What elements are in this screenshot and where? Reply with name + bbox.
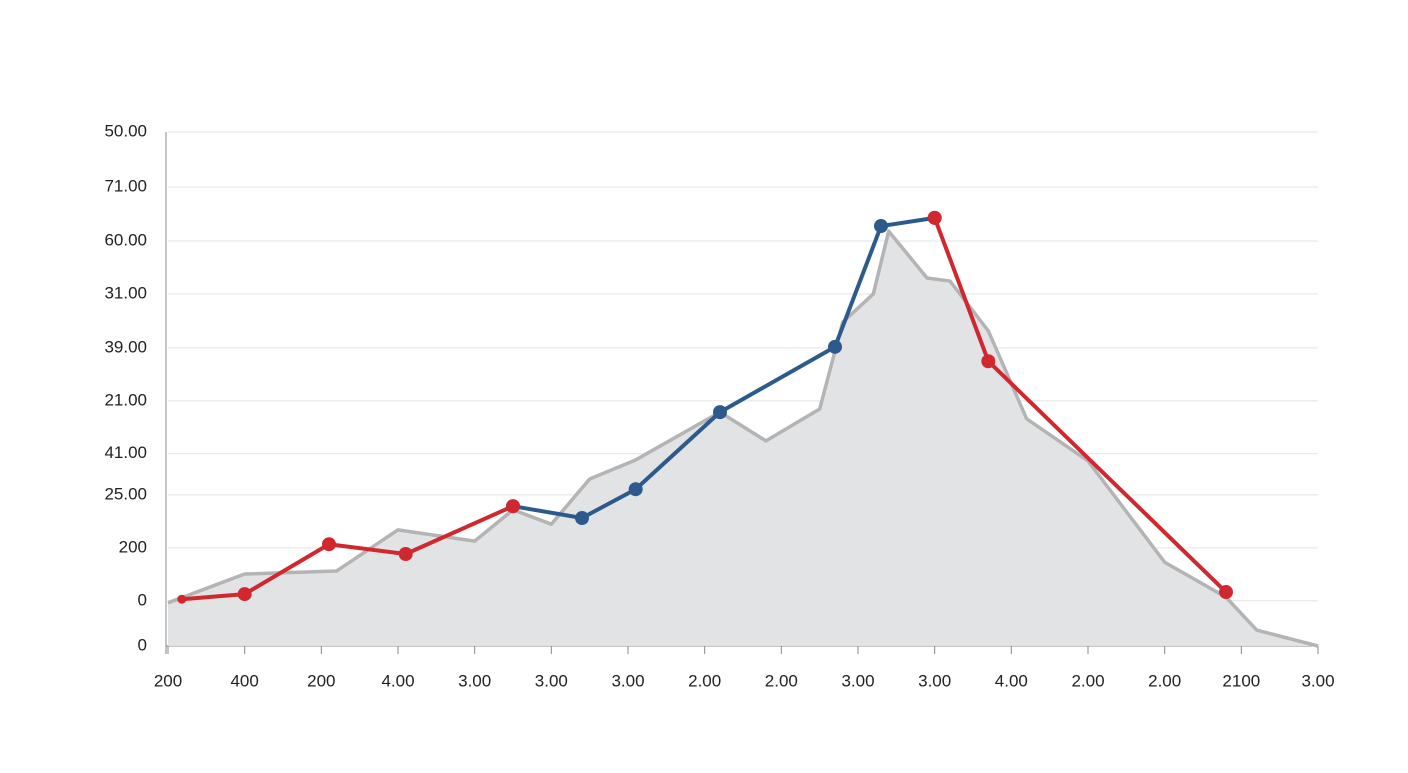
point <box>177 594 187 604</box>
y-tick-label: 60.00 <box>104 230 147 249</box>
x-tick-label: 3.00 <box>841 671 874 690</box>
x-tick-label: 3.00 <box>918 671 951 690</box>
y-tick-label: 41.00 <box>104 443 147 462</box>
y-tick-label: 39.00 <box>104 337 147 356</box>
x-tick-label: 3.00 <box>611 671 644 690</box>
area-line <box>167 229 1319 648</box>
x-tick-label: 3.00 <box>458 671 491 690</box>
y-tick-label: 0 <box>138 635 147 654</box>
x-tick-label: 4.00 <box>381 671 414 690</box>
y-tick-label: 25.00 <box>104 484 147 503</box>
x-tick-label: 2.00 <box>1148 671 1181 690</box>
point <box>927 210 942 225</box>
x-tick-label: 400 <box>230 671 258 690</box>
x-tick-label: 200 <box>154 671 182 690</box>
point <box>322 537 336 552</box>
x-tick-label: 200 <box>307 671 335 690</box>
y-tick-label: 200 <box>119 537 147 556</box>
point <box>981 354 996 369</box>
x-tick-label: 2.00 <box>765 671 798 690</box>
x-tick-label: 3.00 <box>535 671 568 690</box>
point <box>874 219 888 234</box>
y-tick-label: 71.00 <box>104 176 147 195</box>
point <box>713 405 727 420</box>
x-tick-label: 4.00 <box>995 671 1028 690</box>
point <box>575 511 589 526</box>
x-tick-label: 2100 <box>1222 671 1260 690</box>
point <box>506 499 520 514</box>
y-tick-label: 31.00 <box>104 283 147 302</box>
point <box>1219 585 1233 600</box>
point <box>828 339 842 354</box>
y-tick-label: 21.00 <box>104 390 147 409</box>
point <box>628 482 643 497</box>
area <box>168 231 1318 646</box>
y-tick-label: 0 <box>138 590 147 609</box>
x-tick-label: 2.00 <box>688 671 721 690</box>
y-tick-label: 50.00 <box>104 121 147 140</box>
x-tick-label: 3.00 <box>1301 671 1334 690</box>
point <box>398 546 413 561</box>
point <box>237 587 252 602</box>
x-tick-label: 2.00 <box>1071 671 1104 690</box>
